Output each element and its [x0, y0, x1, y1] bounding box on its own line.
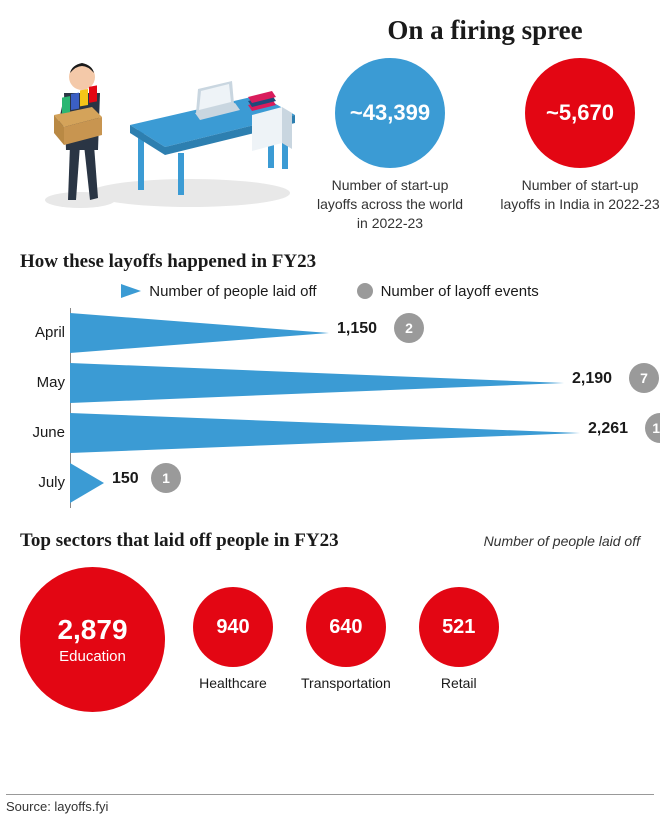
arrow-month-label: April: [15, 324, 65, 341]
event-count-dot: 1: [151, 463, 181, 493]
sector-value: 2,879: [57, 614, 127, 646]
sector-block: 521 Retail: [419, 587, 499, 691]
main-title: On a firing spree: [310, 15, 660, 46]
sector-block: 940 Healthcare: [193, 587, 273, 691]
legend-people-label: Number of people laid off: [149, 283, 316, 300]
sector-circle: 2,879 Education: [20, 567, 165, 712]
stat-circles: ~43,399 Number of start-up layoffs acros…: [310, 58, 660, 233]
sectors-row: 2,879 Education 940 Healthcare 640 Transporta…: [0, 567, 660, 712]
legend-people: Number of people laid off: [121, 283, 316, 300]
arrow-shape: [70, 463, 104, 503]
sector-circle: 521: [419, 587, 499, 667]
arrow-month-label: June: [15, 424, 65, 441]
arrow-people-value: 2,190: [572, 370, 612, 388]
arrow-people-value: 2,261: [588, 420, 628, 438]
event-count-dot: 2: [394, 313, 424, 343]
sector-block: 640 Transportation: [301, 587, 391, 691]
sector-label: Transportation: [301, 675, 391, 691]
sector-circle: 940: [193, 587, 273, 667]
sector-value: 521: [442, 616, 475, 639]
sector-label: Education: [59, 648, 126, 665]
stat-india-label: Number of start-up layoffs in India in 2…: [500, 176, 660, 214]
arrow-row: July1501: [70, 458, 640, 508]
stat-world: ~43,399 Number of start-up layoffs acros…: [310, 58, 470, 233]
arrow-chart-legend: Number of people laid off Number of layo…: [0, 283, 660, 300]
arrow-shape: [70, 313, 329, 353]
sector-block: 2,879 Education: [20, 567, 165, 712]
arrow-people-value: 1,150: [337, 320, 377, 338]
stat-world-label: Number of start-up layoffs across the wo…: [310, 176, 470, 233]
sector-value: 640: [329, 616, 362, 639]
arrow-chart-title: How these layoffs happened in FY23: [0, 251, 660, 273]
arrow-chart: April1,1502May2,1907June2,26117July1501: [0, 308, 660, 508]
legend-events-label: Number of layoff events: [381, 283, 539, 300]
stat-world-circle: ~43,399: [335, 58, 445, 168]
sector-label: Healthcare: [193, 675, 273, 691]
arrow-row: May2,1907: [70, 358, 640, 408]
legend-events: Number of layoff events: [357, 283, 539, 300]
arrow-people-value: 150: [112, 470, 139, 488]
sector-circle: 640: [306, 587, 386, 667]
event-count-dot: 7: [629, 363, 659, 393]
arrow-shape: [70, 363, 564, 403]
stat-india-circle: ~5,670: [525, 58, 635, 168]
source-line: Source: layoffs.fyi: [6, 794, 654, 814]
arrow-month-label: July: [15, 474, 65, 491]
arrow-row: April1,1502: [70, 308, 640, 358]
layoff-illustration: [20, 15, 300, 215]
sector-value: 940: [216, 616, 249, 639]
legend-dot-icon: [357, 283, 373, 299]
arrow-shape: [70, 413, 580, 453]
sector-label: Retail: [419, 675, 499, 691]
sectors-title: Top sectors that laid off people in FY23: [20, 530, 339, 552]
arrow-month-label: May: [15, 374, 65, 391]
sectors-subtitle: Number of people laid off: [484, 533, 640, 549]
event-count-dot: 17: [645, 413, 660, 443]
stat-india: ~5,670 Number of start-up layoffs in Ind…: [500, 58, 660, 233]
arrow-row: June2,26117: [70, 408, 640, 458]
legend-triangle-icon: [121, 284, 141, 298]
